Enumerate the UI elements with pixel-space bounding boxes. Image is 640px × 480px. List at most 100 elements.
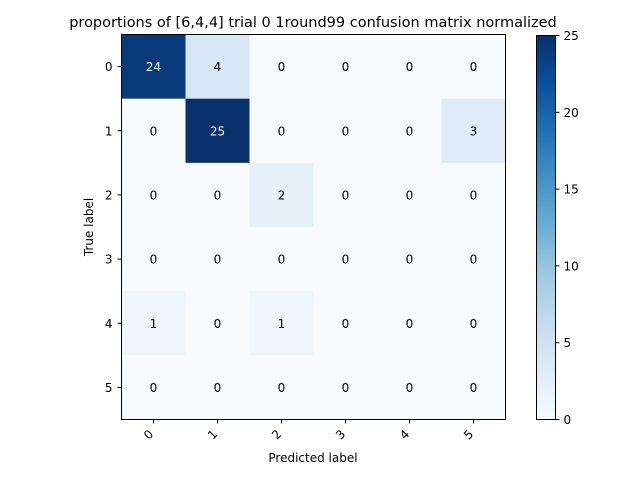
colorbar-tick-label: 5 — [564, 336, 572, 350]
heatmap-cell — [121, 355, 186, 420]
cell-value-label: 0 — [342, 124, 350, 138]
y-tick-label: 3 — [105, 253, 113, 267]
x-tick-label: 4 — [397, 427, 412, 442]
heatmap-cell — [249, 355, 314, 420]
x-tick-label: 0 — [141, 427, 156, 442]
heatmap-cell — [441, 291, 506, 356]
cell-value-label: 0 — [406, 317, 414, 331]
chart-title: proportions of [6,4,4] trial 0 1round99 … — [69, 15, 557, 31]
heatmap-cell — [377, 291, 442, 356]
colorbar-tick-label: 20 — [564, 106, 579, 120]
cell-value-label: 25 — [210, 124, 225, 138]
heatmap-cell — [377, 162, 442, 228]
cell-value-label: 0 — [406, 253, 414, 267]
y-axis-label: True label — [82, 198, 96, 257]
heatmap-cell — [185, 98, 250, 164]
heatmap-cell — [249, 227, 314, 292]
cell-value-label: 0 — [342, 317, 350, 331]
heatmap-cell — [121, 162, 186, 228]
heatmap-cell — [249, 291, 314, 356]
cell-value-label: 0 — [342, 253, 350, 267]
heatmap-cell — [185, 162, 250, 228]
heatmap-cell — [185, 227, 250, 292]
cell-value-label: 0 — [278, 60, 286, 74]
heatmap-frame — [121, 34, 506, 420]
heatmap-cell — [249, 98, 314, 164]
cell-value-label: 0 — [214, 188, 222, 202]
heatmap-cell — [441, 355, 506, 420]
heatmap-cell — [377, 98, 442, 164]
cell-value-labels: 24 4 0 0 0 0 0 25 0 0 0 3 0 0 2 0 0 0 0 0 0 0 0 0 1 0 1 0 0 0 0 0 0 0 0 0 — [146, 60, 477, 395]
heatmap-cell — [313, 291, 378, 356]
cell-value-label: 0 — [150, 124, 158, 138]
cell-value-label: 0 — [150, 253, 158, 267]
heatmap-cell — [121, 34, 186, 100]
cell-value-label: 0 — [406, 124, 414, 138]
heatmap-cell — [313, 355, 378, 420]
cell-value-label: 1 — [150, 317, 158, 331]
cell-value-label: 0 — [470, 381, 478, 395]
heatmap-cell — [441, 227, 506, 292]
heatmap-cell — [121, 227, 186, 292]
colorbar — [536, 35, 556, 420]
heatmap-cell — [249, 162, 314, 228]
y-tick-label: 2 — [105, 188, 113, 202]
cell-value-label: 0 — [342, 60, 350, 74]
cell-value-label: 0 — [278, 124, 286, 138]
cell-value-label: 0 — [406, 188, 414, 202]
cell-value-label: 0 — [342, 188, 350, 202]
heatmap-cell — [121, 98, 186, 164]
y-axis: 0 1 2 3 4 5 — [105, 60, 122, 395]
cell-value-label: 3 — [470, 124, 478, 138]
heatmap-cell — [441, 34, 506, 100]
x-tick-label: 2 — [269, 427, 284, 442]
cell-value-label: 0 — [278, 253, 286, 267]
cell-value-label: 0 — [214, 317, 222, 331]
cell-value-label: 0 — [470, 60, 478, 74]
cell-value-label: 0 — [406, 60, 414, 74]
heatmap-cell — [313, 162, 378, 228]
cell-value-label: 0 — [150, 381, 158, 395]
heatmap-cell — [313, 34, 378, 100]
heatmap-cell — [185, 355, 250, 420]
heatmap-cell — [377, 355, 442, 420]
y-tick-label: 0 — [105, 60, 113, 74]
cell-value-label: 1 — [278, 317, 286, 331]
x-axis: 0 1 2 3 4 5 — [141, 419, 476, 442]
cell-value-label: 0 — [150, 188, 158, 202]
cell-value-label: 2 — [278, 188, 286, 202]
heatmap-cell — [121, 291, 186, 356]
colorbar-tick-label: 25 — [564, 29, 579, 43]
heatmap-cell — [249, 34, 314, 100]
x-tick-label: 1 — [205, 427, 220, 442]
y-tick-label: 1 — [105, 124, 113, 138]
heatmap-cell — [377, 227, 442, 292]
cell-value-label: 0 — [406, 381, 414, 395]
heatmap-cells — [121, 34, 506, 420]
heatmap-cell — [313, 98, 378, 164]
cell-value-label: 0 — [470, 188, 478, 202]
x-axis-label: Predicted label — [268, 451, 357, 465]
x-tick-label: 3 — [333, 427, 348, 442]
heatmap-cell — [441, 162, 506, 228]
heatmap-cell — [185, 291, 250, 356]
colorbar-tick-label: 0 — [564, 413, 572, 427]
x-tick-label: 5 — [461, 427, 476, 442]
colorbar-tick-label: 15 — [564, 183, 579, 197]
cell-value-label: 0 — [278, 381, 286, 395]
cell-value-label: 0 — [470, 317, 478, 331]
heatmap-cell — [313, 227, 378, 292]
cell-value-label: 0 — [214, 253, 222, 267]
heatmap-cell — [441, 98, 506, 164]
y-tick-label: 4 — [105, 317, 113, 331]
y-tick-label: 5 — [105, 381, 113, 395]
colorbar-tick-label: 10 — [564, 259, 579, 273]
heatmap-cell — [185, 34, 250, 100]
heatmap-cell — [377, 34, 442, 100]
cell-value-label: 4 — [214, 60, 222, 74]
colorbar-ticks: 0 5 10 15 20 25 — [555, 29, 579, 427]
cell-value-label: 0 — [342, 381, 350, 395]
cell-value-label: 24 — [146, 60, 161, 74]
cell-value-label: 0 — [470, 253, 478, 267]
